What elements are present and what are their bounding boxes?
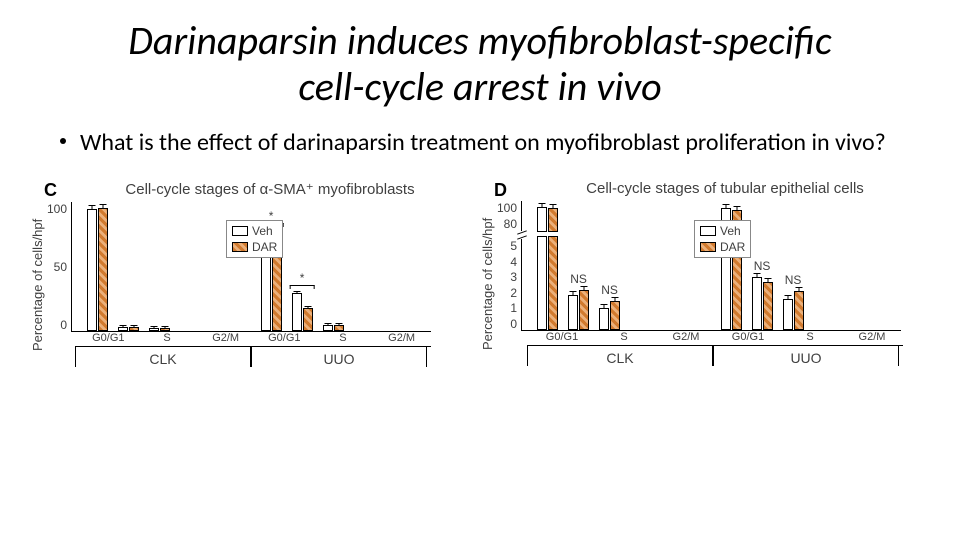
panel-c: C Cell-cycle stages of α-SMA⁺ myofibrobl… [30, 180, 450, 367]
bullet-dot-icon [60, 138, 66, 144]
title-line-1: Darinaparsin induces myofibroblast-speci… [128, 16, 831, 65]
bar-dar [794, 291, 804, 330]
panel-d-title: Cell-cycle stages of tubular epithelial … [480, 180, 920, 197]
panel-d-letter: D [494, 180, 507, 201]
bar-veh [537, 207, 547, 331]
bar-dar [98, 208, 108, 331]
panel-d-grouplabels: CLKUUO [527, 345, 903, 366]
title-line-2: cell-cycle arrest in vivo [298, 62, 661, 111]
bullet-text: What is the effect of darinaparsin treat… [80, 128, 886, 157]
charts-row: C Cell-cycle stages of α-SMA⁺ myofibrobl… [0, 158, 960, 367]
bar-veh [752, 277, 762, 330]
panel-c-yticks: 100 50 0 [47, 202, 67, 332]
bar-dar [334, 325, 344, 331]
bar-dar [129, 327, 139, 331]
bar-veh [87, 209, 97, 331]
panel-d-xticks: G0/G1SG2/MG0/G1SG2/M [527, 331, 903, 343]
panel-d-legend: Veh DAR [694, 220, 751, 258]
bar-dar [763, 282, 773, 330]
bar-veh [118, 327, 128, 331]
bar-veh [292, 293, 302, 331]
slide-title: Darinaparsin induces myofibroblast-speci… [0, 0, 960, 110]
axis-break-icon [517, 231, 527, 239]
bar-veh [261, 252, 271, 331]
bar-dar [579, 290, 589, 330]
panel-c-grouplabels: CLKUUO [75, 346, 431, 367]
panel-d: D Cell-cycle stages of tubular epithelia… [480, 180, 920, 367]
panel-d-yticks: 10080543210 [497, 201, 517, 331]
panel-c-ylabel: Percentage of cells/hpf [30, 202, 45, 367]
bar-veh [323, 325, 333, 331]
bar-dar [160, 328, 170, 331]
panel-c-letter: C [44, 180, 57, 201]
swatch-dar-icon [232, 242, 248, 252]
panel-c-xticks: G0/G1SG2/MG0/G1SG2/M [75, 332, 431, 344]
panel-d-ylabel: Percentage of cells/hpf [480, 201, 495, 366]
panel-c-title: Cell-cycle stages of α-SMA⁺ myofibroblas… [30, 180, 450, 198]
bullet-item: What is the effect of darinaparsin treat… [0, 110, 960, 158]
bar-veh [568, 295, 578, 330]
swatch-veh-icon [700, 226, 716, 236]
swatch-veh-icon [232, 226, 248, 236]
bar-veh [599, 308, 609, 330]
bar-veh [783, 299, 793, 330]
panel-c-legend: Veh DAR [226, 220, 283, 258]
swatch-dar-icon [700, 242, 716, 252]
bar-dar [303, 308, 313, 331]
bar-dar [610, 301, 620, 330]
bar-dar [548, 208, 558, 330]
bar-veh [149, 328, 159, 331]
